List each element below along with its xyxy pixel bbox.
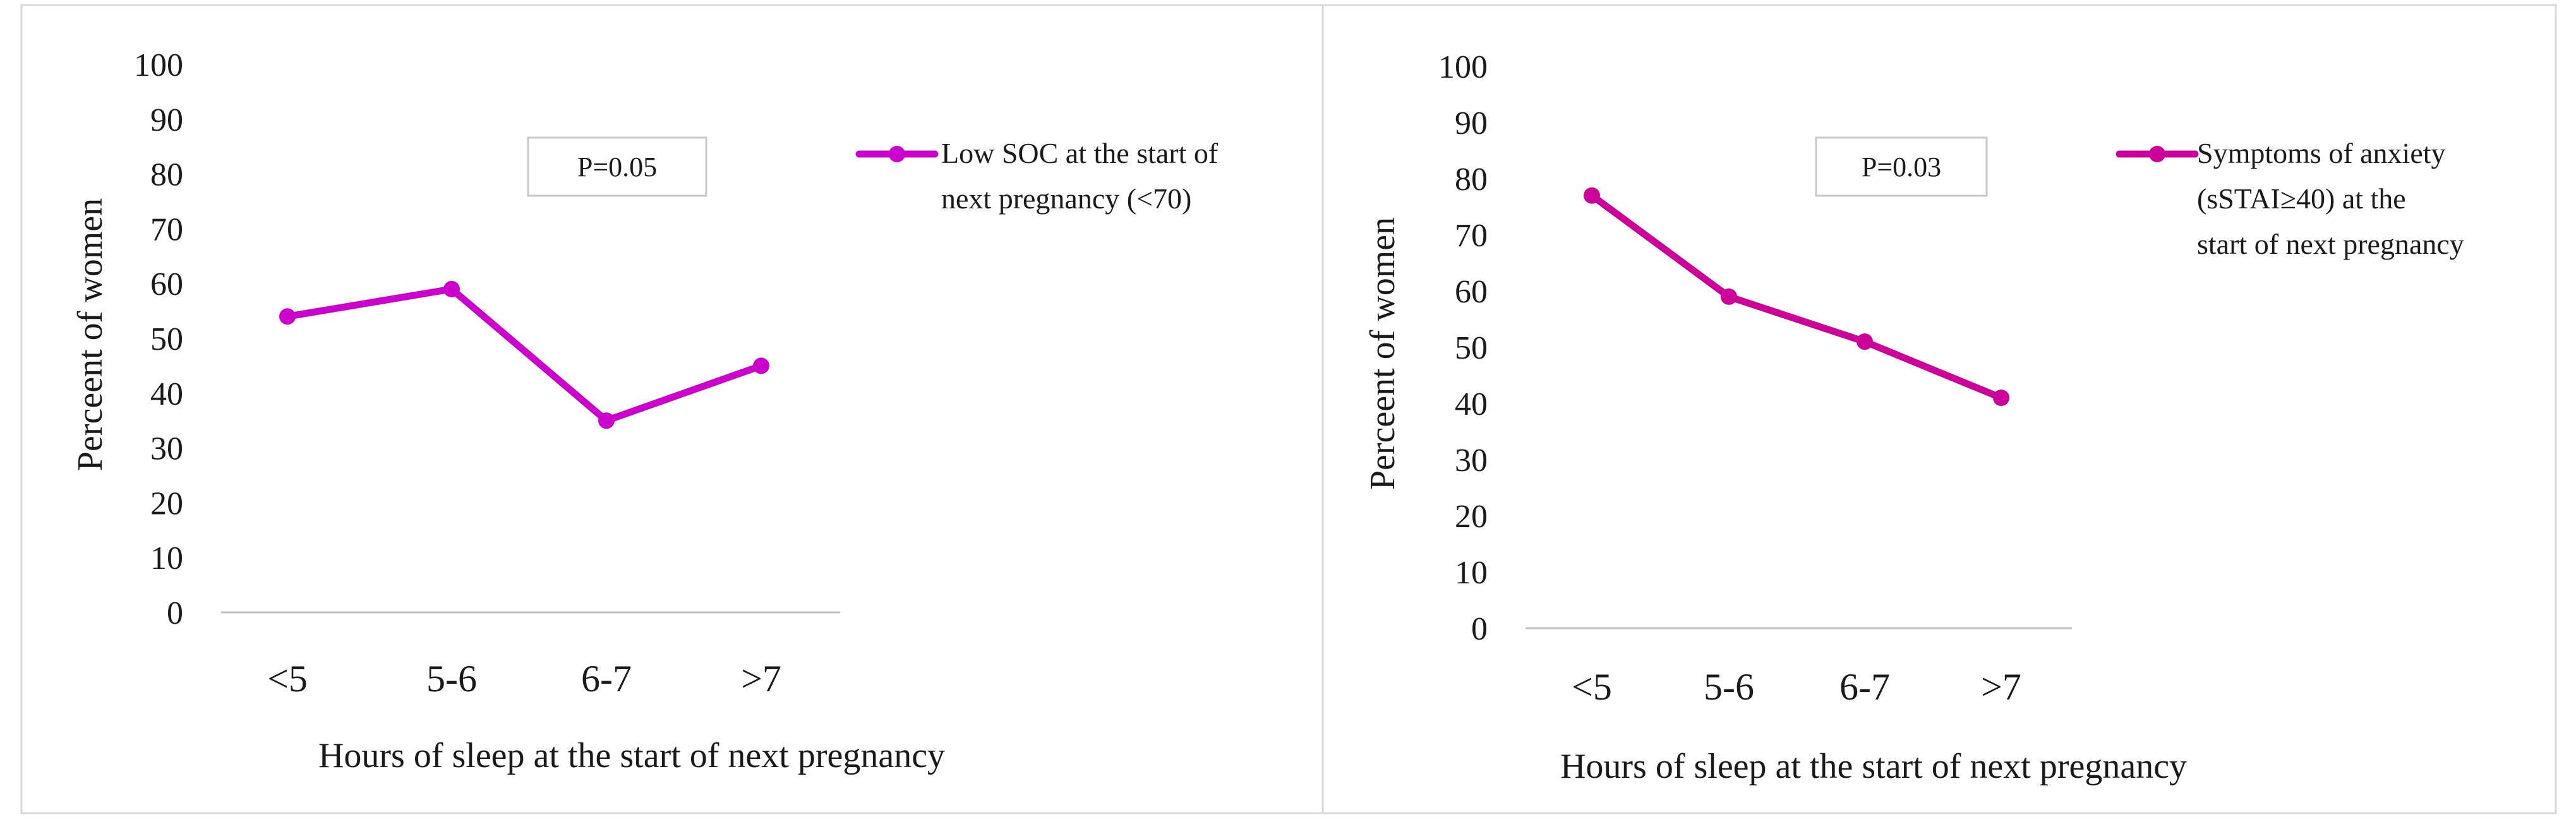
data-point xyxy=(1584,187,1600,204)
legend-swatch-marker-left xyxy=(889,146,905,162)
y-tick-label: 20 xyxy=(1455,499,1488,535)
x-tick-label: >7 xyxy=(1981,666,2021,708)
y-tick-label: 100 xyxy=(1438,49,1488,85)
x-tick-label: 6-7 xyxy=(1839,666,1890,708)
p-value-text-right: P=0.03 xyxy=(1862,152,1941,182)
y-tick-label: 70 xyxy=(150,211,183,247)
series-line-anxiety xyxy=(1588,192,2005,402)
x-tick-label: 5-6 xyxy=(426,658,477,700)
y-tick-label: 10 xyxy=(1455,555,1488,591)
legend-right: Symptoms of anxiety (sSTAI≥40) at the st… xyxy=(2116,137,2464,260)
data-point xyxy=(598,412,615,429)
y-tick-label: 50 xyxy=(150,321,183,357)
p-value-box-right xyxy=(1815,136,1988,197)
y-tick-label: 10 xyxy=(150,540,183,576)
legend-label-right-line-1: Symptoms of anxiety xyxy=(2197,137,2446,169)
y-tick-label: 20 xyxy=(150,486,183,521)
y-tick-label: 100 xyxy=(134,47,183,83)
y-tick-label: 50 xyxy=(1455,330,1488,366)
data-point xyxy=(443,280,460,297)
y-tick-label: 30 xyxy=(150,431,183,467)
y-tick-label: 70 xyxy=(1455,218,1488,254)
p-value-box-left xyxy=(527,136,707,197)
x-tick-label: 5-6 xyxy=(1704,666,1754,708)
x-tick-labels-right: <5 5-6 6-7 >7 xyxy=(1572,666,2021,708)
legend-label-right-line-2: (sSTAI≥40) at the xyxy=(2197,182,2406,215)
data-point xyxy=(753,357,769,374)
x-tick-label: <5 xyxy=(1572,666,1612,708)
y-tick-label: 0 xyxy=(167,595,183,631)
x-tick-label: >7 xyxy=(741,658,781,700)
legend-label-left-line-2: next pregnancy (<70) xyxy=(941,182,1191,215)
y-axis-title-right: Perceent of women xyxy=(1363,217,1402,490)
data-point xyxy=(1721,288,1737,305)
panel-frame-left xyxy=(20,4,1324,814)
data-point xyxy=(1993,390,2009,407)
data-point xyxy=(279,308,296,325)
legend-label-left-line-1: Low SOC at the start of xyxy=(941,137,1219,169)
y-tick-label: 60 xyxy=(150,266,183,302)
y-tick-label: 40 xyxy=(150,376,183,412)
series-points-anxiety xyxy=(1584,187,2009,407)
y-tick-label: 60 xyxy=(1455,274,1488,310)
y-tick-labels-left: 0 10 20 30 40 50 60 70 80 90 100 xyxy=(134,47,183,631)
y-tick-label: 80 xyxy=(1455,162,1488,198)
y-tick-label: 40 xyxy=(1455,386,1488,422)
x-tick-label: 6-7 xyxy=(581,658,632,700)
x-tick-label: <5 xyxy=(267,658,308,700)
x-axis-title-right: Hours of sleep at the start of next preg… xyxy=(1560,747,2187,786)
series-line-low-soc xyxy=(284,285,765,424)
chart-panel-left: 0 10 20 30 40 50 60 70 80 90 100 <5 5-6 6-7 >7 Percee… xyxy=(20,4,1324,814)
x-tick-labels-left: <5 5-6 6-7 >7 xyxy=(267,658,781,700)
series-points-low-soc xyxy=(279,280,769,429)
p-value-text-left: P=0.05 xyxy=(577,152,657,182)
y-tick-label: 30 xyxy=(1455,443,1488,479)
y-tick-label: 90 xyxy=(150,102,183,138)
panel-frame-right xyxy=(1321,4,2557,814)
legend-swatch-marker-right xyxy=(2149,146,2165,162)
legend-label-right-line-3: start of next pregnancy xyxy=(2197,228,2464,260)
chart-panel-right: 0 10 20 30 40 50 60 70 80 90 100 <5 5-6 6-7 >7 Percee… xyxy=(1321,4,2557,814)
y-tick-label: 90 xyxy=(1455,105,1488,141)
y-tick-label: 80 xyxy=(150,157,183,193)
y-axis-title-left: Perceent of women xyxy=(71,198,110,471)
y-tick-labels-right: 0 10 20 30 40 50 60 70 80 90 100 xyxy=(1438,49,1488,647)
x-axis-title-left: Hours of sleep at the start of next preg… xyxy=(318,736,945,775)
data-point xyxy=(1857,333,1873,350)
y-tick-label: 0 xyxy=(1471,611,1488,647)
legend-left: Low SOC at the start of next pregnancy (… xyxy=(855,137,1219,215)
